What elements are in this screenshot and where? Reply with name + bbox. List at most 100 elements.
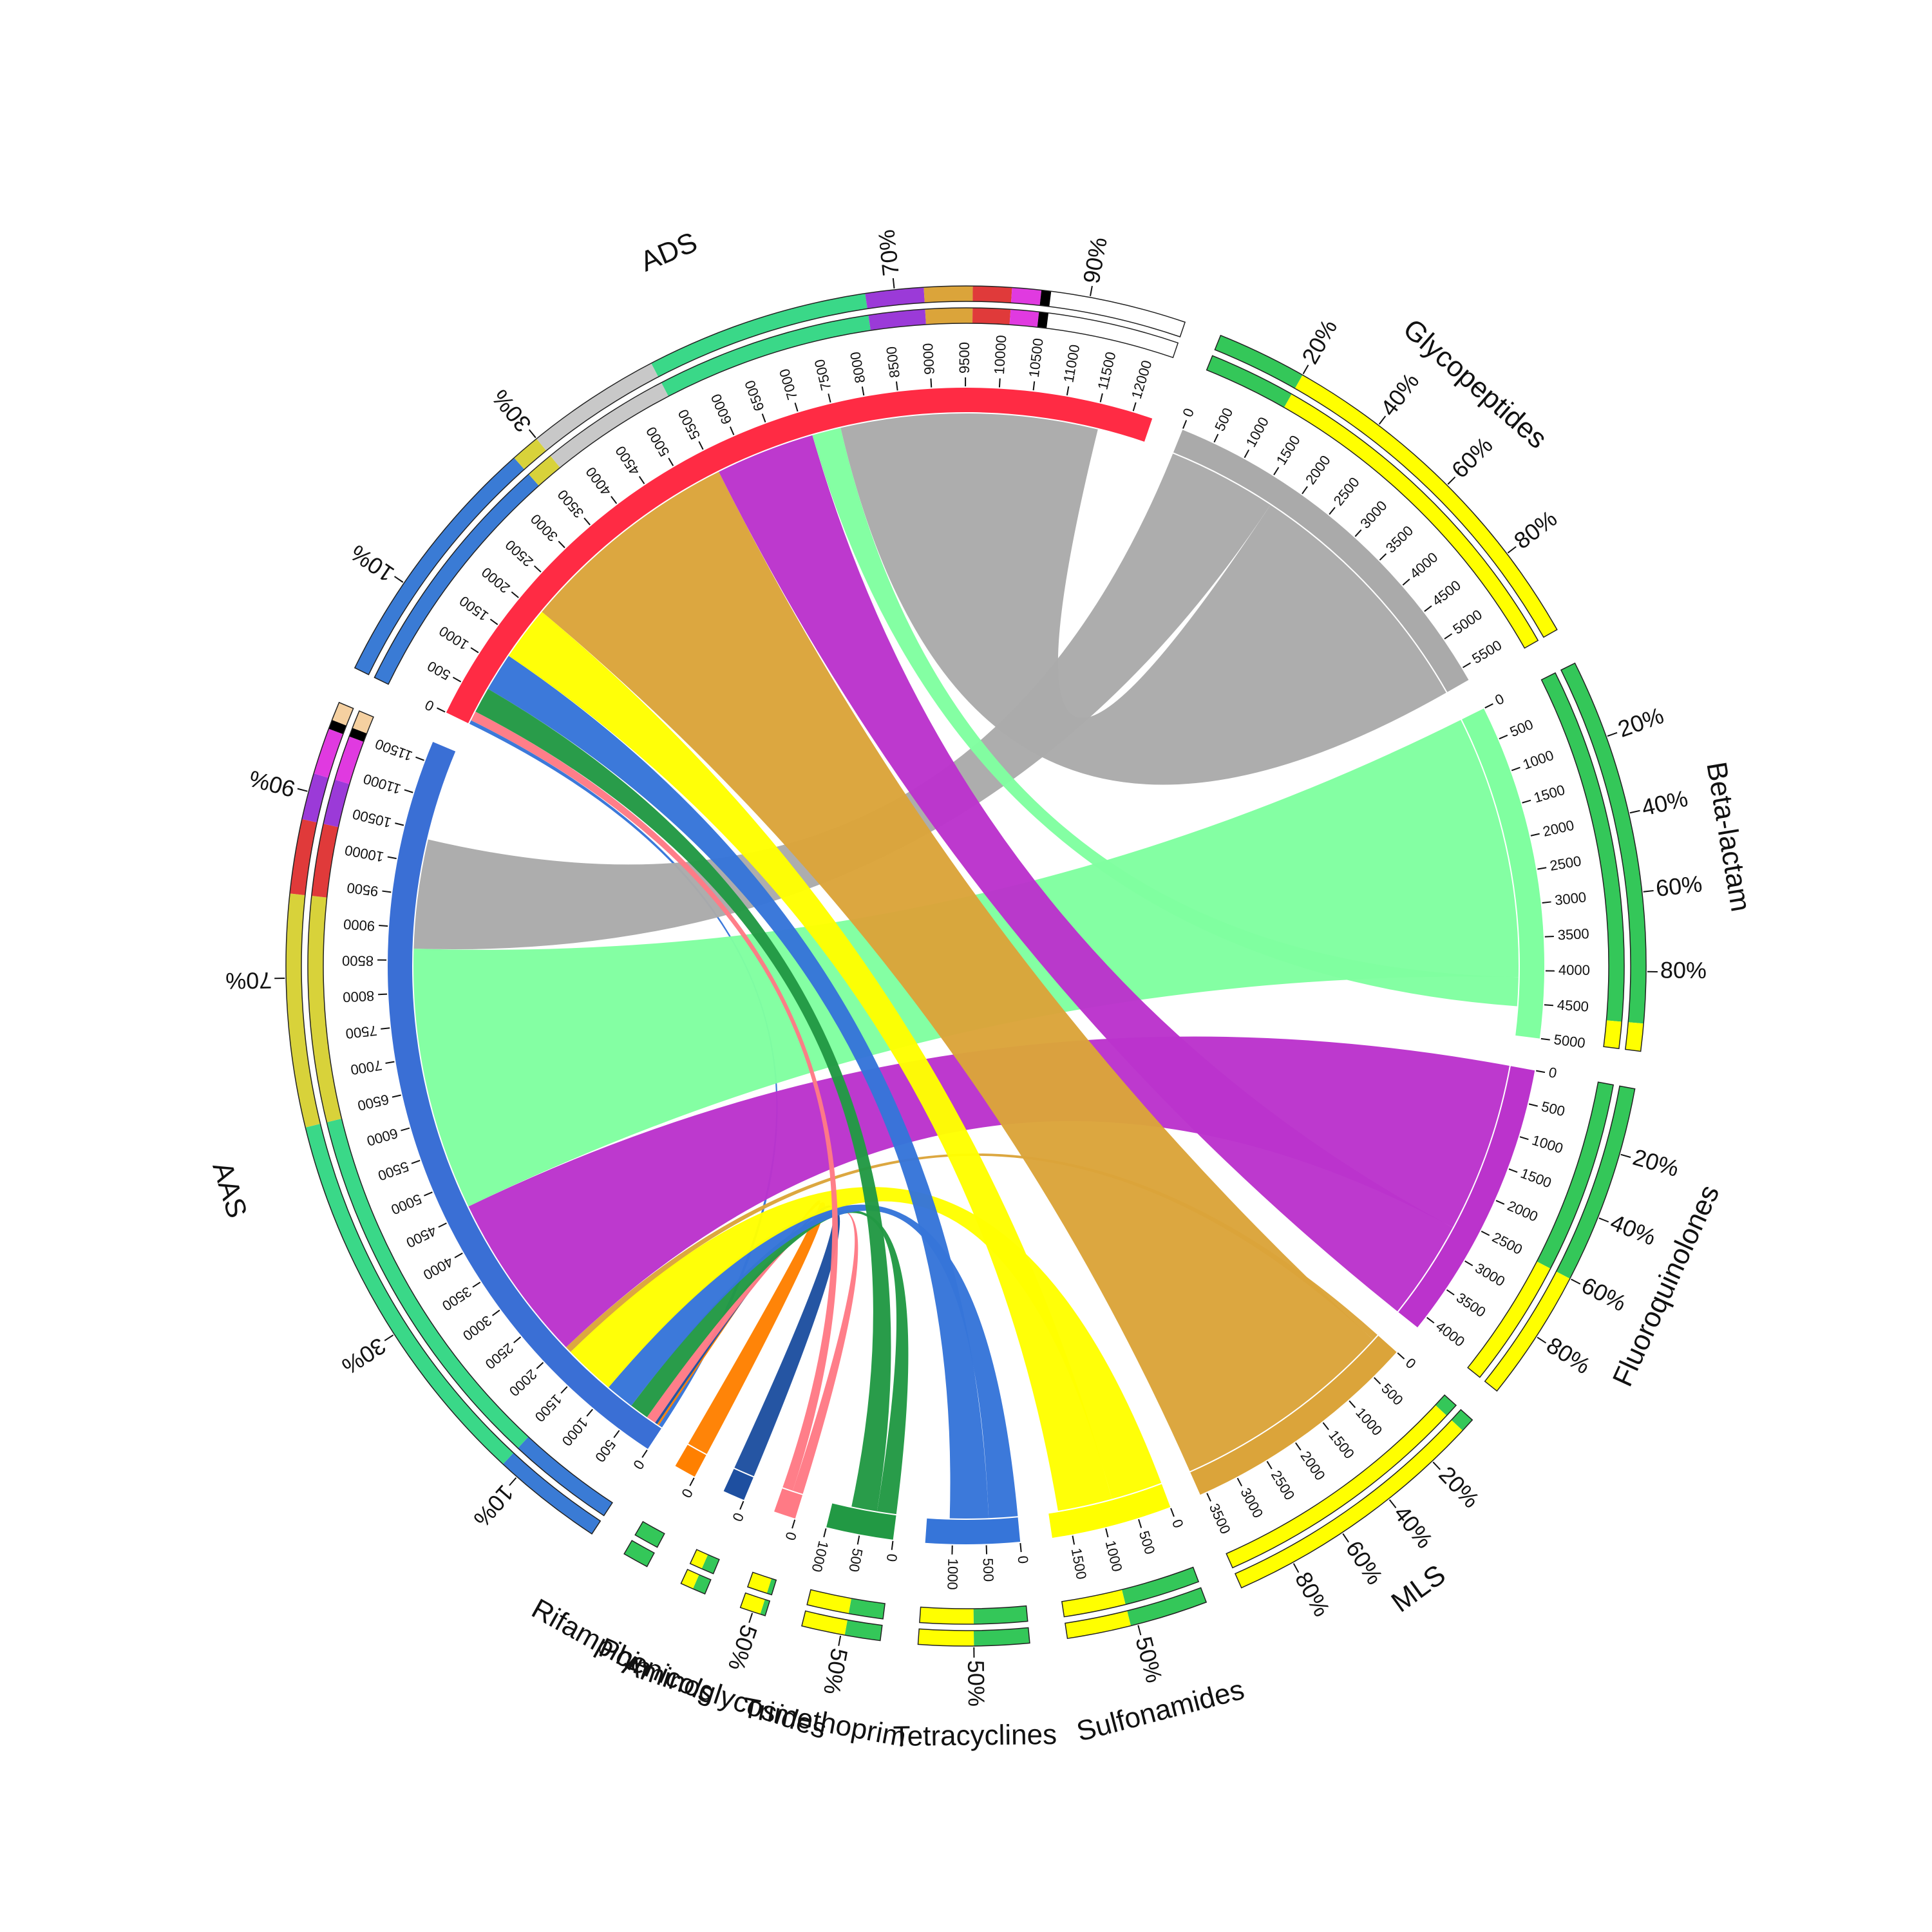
tick-mark [1170,1508,1175,1517]
segment-arc-aminoglycosides [774,1488,803,1519]
composition-band-outline [623,1540,655,1567]
tick-label: 4500 [404,1222,439,1251]
tick-mark [489,618,498,625]
percent-tick [1537,1336,1547,1344]
percent-tick [297,788,308,792]
tick-mark [583,517,591,526]
percent-label: 10% [469,1480,519,1532]
tick-label: 9500 [956,342,972,374]
percent-tick [1432,1461,1441,1470]
tick-label: 1000 [1102,1539,1125,1573]
tick-label: 10500 [1026,337,1046,379]
tick-mark [1302,486,1308,495]
segment-arc-mls [1190,1336,1397,1495]
tick-label: 1500 [1325,1427,1358,1462]
percent-tick [509,1477,517,1486]
tick-label: 0 [630,1457,648,1472]
tick-mark [1528,1103,1538,1107]
tick-mark [1329,507,1336,515]
tick-label: 2000 [1297,1448,1328,1483]
tick-label: 3000 [1237,1485,1266,1520]
composition-band-outline [374,307,1179,685]
tick-label: 5500 [1469,637,1504,667]
tick-mark [387,856,397,860]
tick-mark [1373,1377,1381,1385]
percent-tick [1378,415,1387,425]
percent-label: 20% [1296,315,1342,368]
composition-band-outline [1540,672,1625,1050]
tick-label: 3000 [1357,497,1390,531]
composition-band-outline [1214,334,1558,638]
tick-mark [1537,867,1547,870]
composition-band-2 [286,893,321,1128]
percent-label: 50% [819,1646,853,1696]
composition-band-1 [848,1598,886,1619]
segment-label-sulfonamides: Sulfonamides [1074,1674,1247,1748]
tick-mark [452,676,462,683]
composition-band-2 [651,293,867,377]
percent-tick [1598,1217,1609,1223]
composition-band-outline [1206,355,1539,649]
tick-mark [613,1430,620,1439]
tick-label: 8000 [847,350,868,384]
composition-band-outline [801,1610,883,1642]
tick-mark [492,1309,500,1316]
segment-arc-trimethoprim [826,1503,896,1540]
tick-mark [1481,1230,1490,1236]
tick-mark [395,822,404,826]
tick-mark [1132,402,1137,412]
tick-label: 0 [1179,406,1197,419]
composition-band-1 [1226,1405,1447,1568]
tick-label: 0 [729,1510,747,1524]
tick-label: 500 [1540,1098,1567,1119]
tick-label: 0 [1492,690,1506,708]
tick-mark [1511,766,1520,772]
composition-band-outline [1484,1085,1636,1392]
tick-mark [1402,578,1410,586]
segment-label-ads: ADS [636,226,701,278]
segment-label-rifampicin: Rifampicin [527,1593,658,1685]
composition-band-2 [740,1593,765,1615]
composition-band-1 [635,1521,665,1548]
tick-label: 4000 [1558,961,1590,978]
segment-arc-phenicols [723,1468,753,1501]
tick-mark [1349,1400,1356,1408]
tick-label: 3500 [1383,522,1416,556]
composition-band-2 [801,1611,848,1636]
tick-mark [1424,605,1432,612]
tick-mark [641,1450,648,1458]
composition-band-2 [1235,1419,1463,1588]
tick-mark [998,378,1001,388]
composition-band-2 [1010,287,1042,306]
tick-mark [392,1094,401,1098]
tick-mark [472,1282,481,1288]
tick-mark [470,647,479,654]
link-ads-trimethoprim [475,688,891,1511]
tick-label: 3000 [1472,1260,1508,1289]
composition-band-outline [806,1589,886,1620]
tick-label: 7000 [776,367,800,402]
tick-mark [698,441,704,450]
tick-label: 3000 [527,511,561,545]
tick-label: 1500 [1532,782,1567,806]
tick-mark [379,924,388,927]
composition-band-outline [689,1549,720,1575]
tick-mark [689,1477,695,1486]
tick-label: 5000 [1553,1031,1586,1051]
tick-mark [1464,1260,1473,1267]
tick-label: 500 [1136,1529,1159,1556]
tick-mark [739,1501,744,1510]
tick-mark [1099,393,1103,402]
composition-band-2 [332,702,354,726]
composition-band-2 [290,819,317,895]
tick-mark [1273,467,1280,475]
tick-label: 0 [1169,1517,1187,1530]
tick-label: 4500 [1429,577,1464,609]
tick-mark [791,1519,796,1529]
tick-mark [411,1160,421,1164]
tick-label: 0 [678,1486,696,1501]
percent-tick [1302,365,1309,375]
composition-band-outline [1560,662,1647,1052]
link-ads-mls [542,471,1374,1472]
tick-mark [1072,1535,1075,1545]
